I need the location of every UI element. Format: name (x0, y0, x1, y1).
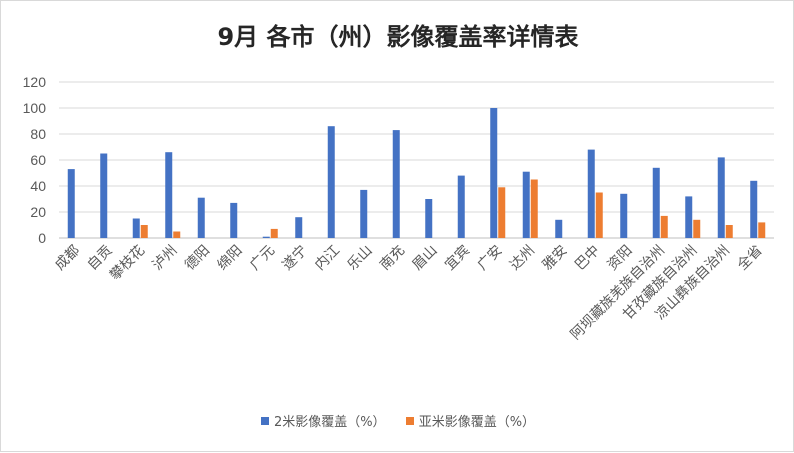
legend-item-2m: 2米影像覆盖（%） (260, 411, 386, 430)
bar-submeter (530, 179, 538, 238)
bar-2m (262, 236, 270, 238)
bar-2m (620, 193, 628, 238)
x-category-label: 广元 (247, 243, 278, 274)
bar-2m (230, 202, 238, 238)
x-category-label: 成都 (52, 243, 83, 274)
x-category-label: 泸州 (149, 243, 180, 274)
bar-submeter (595, 192, 603, 238)
bar-submeter (498, 187, 506, 238)
bar-2m (652, 167, 660, 238)
chart-legend: 2米影像覆盖（%） 亚米影像覆盖（%） (1, 411, 794, 430)
bar-submeter (270, 228, 278, 238)
x-category-label: 眉山 (409, 243, 440, 274)
bar-2m (295, 217, 303, 238)
chart-title: 9月 各市（州）影像覆盖率详情表 (217, 23, 579, 51)
bar-2m (197, 197, 205, 238)
bar-2m (555, 219, 563, 238)
legend-item-submeter: 亚米影像覆盖（%） (405, 411, 536, 430)
y-tick-label: 120 (23, 74, 47, 90)
legend-swatch-submeter (405, 416, 414, 425)
x-category-label: 雅安 (539, 243, 570, 274)
bar-submeter (140, 225, 148, 238)
bar-submeter (693, 219, 701, 238)
x-category-label: 巴中 (572, 243, 603, 274)
bar-2m (490, 108, 498, 238)
bar-2m (457, 175, 465, 238)
bar-submeter (758, 222, 766, 238)
x-category-label: 遂宁 (279, 242, 311, 274)
bar-2m (685, 196, 693, 238)
x-category-label: 德阳 (182, 243, 213, 274)
x-category-label: 广安 (474, 243, 505, 274)
bar-2m (522, 171, 530, 238)
bar-submeter (173, 231, 181, 238)
bar-submeter (725, 225, 733, 238)
bar-2m (165, 152, 173, 238)
bar-submeter (660, 215, 668, 238)
bar-2m (327, 126, 335, 238)
y-tick-label: 100 (23, 100, 47, 116)
bar-2m (717, 157, 725, 238)
y-tick-label: 60 (30, 152, 46, 168)
y-tick-label: 0 (38, 230, 46, 246)
x-category-label: 乐山 (344, 243, 375, 274)
bar-2m (392, 130, 400, 238)
bar-2m (132, 218, 140, 238)
bar-2m (425, 199, 433, 238)
y-tick-label: 80 (30, 126, 46, 142)
legend-label-2m: 2米影像覆盖（%） (273, 415, 386, 430)
x-category-label: 绵阳 (214, 242, 246, 274)
bar-2m (360, 189, 368, 238)
bar-2m (750, 180, 758, 238)
y-tick-label: 20 (30, 204, 46, 220)
legend-swatch-2m (260, 416, 269, 425)
x-category-label: 宜宾 (442, 243, 473, 274)
x-category-label: 全省 (734, 242, 766, 274)
bar-2m (587, 149, 595, 238)
legend-label-submeter: 亚米影像覆盖（%） (418, 415, 536, 430)
y-tick-label: 40 (30, 178, 46, 194)
bar-2m (67, 169, 75, 238)
x-category-label: 攀枝花 (107, 243, 148, 284)
x-category-label: 内江 (312, 243, 343, 274)
x-category-label: 南充 (377, 243, 408, 274)
bar-2m (100, 153, 108, 238)
x-category-label: 达州 (507, 243, 538, 274)
